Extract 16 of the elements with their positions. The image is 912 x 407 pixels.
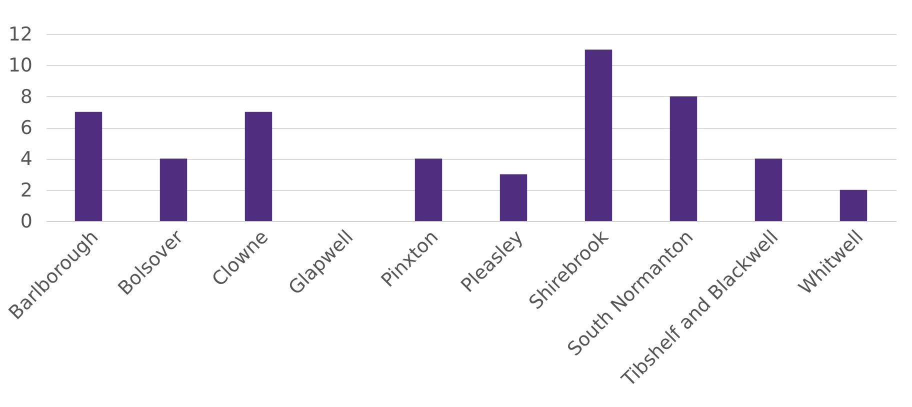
- bar: [500, 174, 528, 221]
- bar: [584, 50, 612, 221]
- bar: [160, 158, 188, 221]
- y-tick-label: 12: [8, 24, 32, 46]
- bar: [670, 96, 698, 221]
- y-tick-label: 10: [8, 54, 32, 77]
- bar: [414, 158, 442, 221]
- y-tick-label: 4: [20, 148, 32, 170]
- bar: [74, 112, 102, 221]
- bar: [244, 112, 272, 221]
- y-tick-label: 0: [20, 210, 32, 232]
- y-tick-label: 2: [20, 179, 32, 202]
- bar: [754, 158, 782, 221]
- y-tick-label: 8: [20, 86, 32, 108]
- bar: [840, 190, 868, 221]
- y-tick-label: 6: [20, 117, 32, 139]
